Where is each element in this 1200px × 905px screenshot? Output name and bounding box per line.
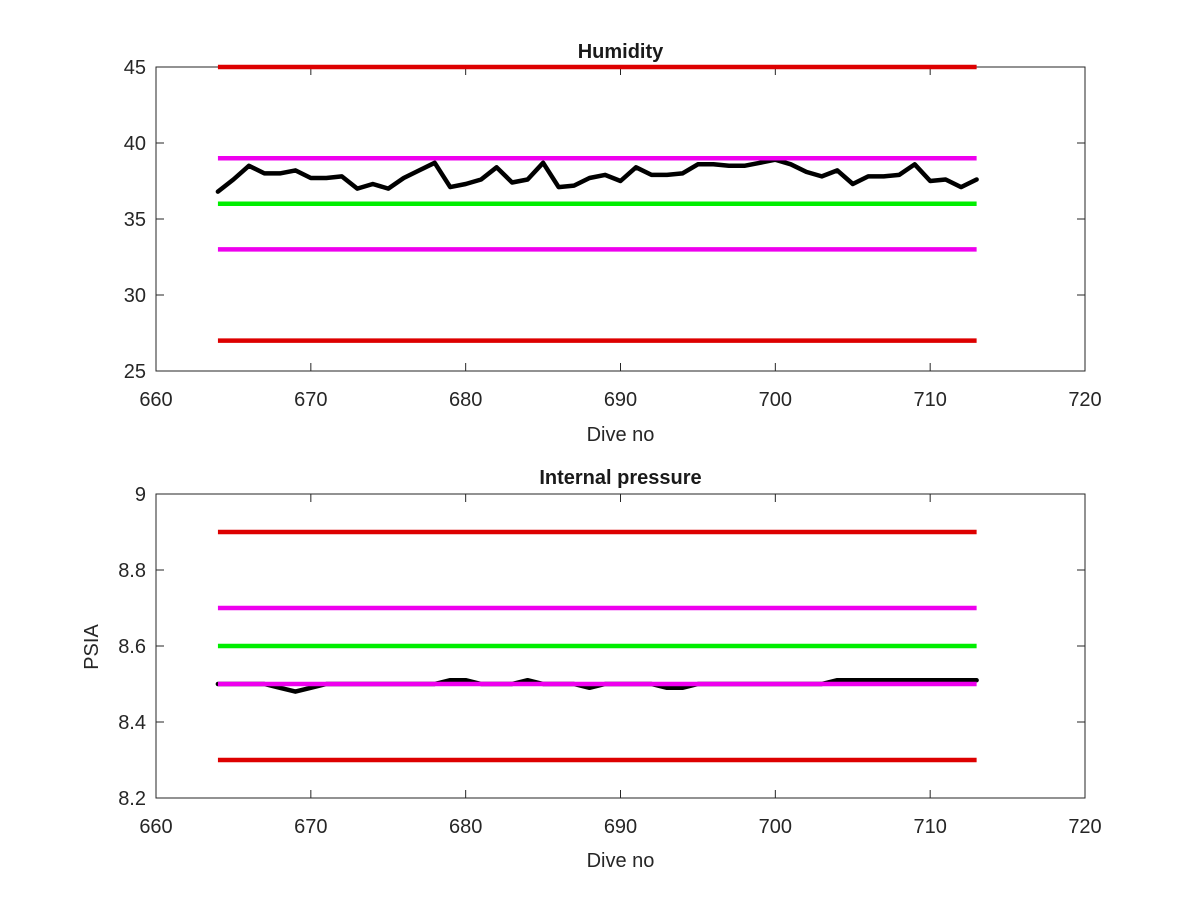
y-axis-label: PSIA — [81, 624, 103, 670]
series-line — [215, 157, 979, 194]
x-tick-label: 690 — [604, 816, 637, 838]
x-tick-label: 670 — [294, 816, 327, 838]
x-tick-label: 670 — [294, 389, 327, 411]
x-tick-label: 720 — [1068, 816, 1101, 838]
x-tick-label: 700 — [759, 816, 792, 838]
y-tick-label: 35 — [124, 209, 146, 231]
internal-pressure-chart: Internal pressure Dive no PSIA 660 670 680… — [81, 467, 1102, 872]
y-tick-label: 8.2 — [118, 788, 146, 810]
chart-title: Humidity — [578, 41, 664, 63]
humidity-chart: Humidity Dive no 660 670 680 690 700 710 720 25… — [124, 41, 1102, 446]
x-tick-label: 660 — [139, 389, 172, 411]
x-tick-label: 720 — [1068, 389, 1101, 411]
y-tick-label: 8.4 — [118, 712, 146, 734]
y-tick-label: 30 — [124, 285, 146, 307]
y-tick-label: 8.6 — [118, 636, 146, 658]
x-tick-label: 680 — [449, 389, 482, 411]
y-tick-label: 8.8 — [118, 560, 146, 582]
y-tick-label: 25 — [124, 361, 146, 383]
x-tick-label: 660 — [139, 816, 172, 838]
x-tick-label: 700 — [759, 389, 792, 411]
x-axis-label: Dive no — [587, 850, 655, 872]
axes-box — [155, 66, 1086, 372]
y-tick-label: 45 — [124, 57, 146, 79]
x-tick-label: 710 — [913, 389, 946, 411]
x-tick-label: 690 — [604, 389, 637, 411]
y-tick-label: 9 — [135, 484, 146, 506]
x-tick-label: 710 — [913, 816, 946, 838]
x-tick-label: 680 — [449, 816, 482, 838]
x-axis-label: Dive no — [587, 424, 655, 446]
chart-title: Internal pressure — [539, 467, 701, 489]
y-tick-label: 40 — [124, 133, 146, 155]
